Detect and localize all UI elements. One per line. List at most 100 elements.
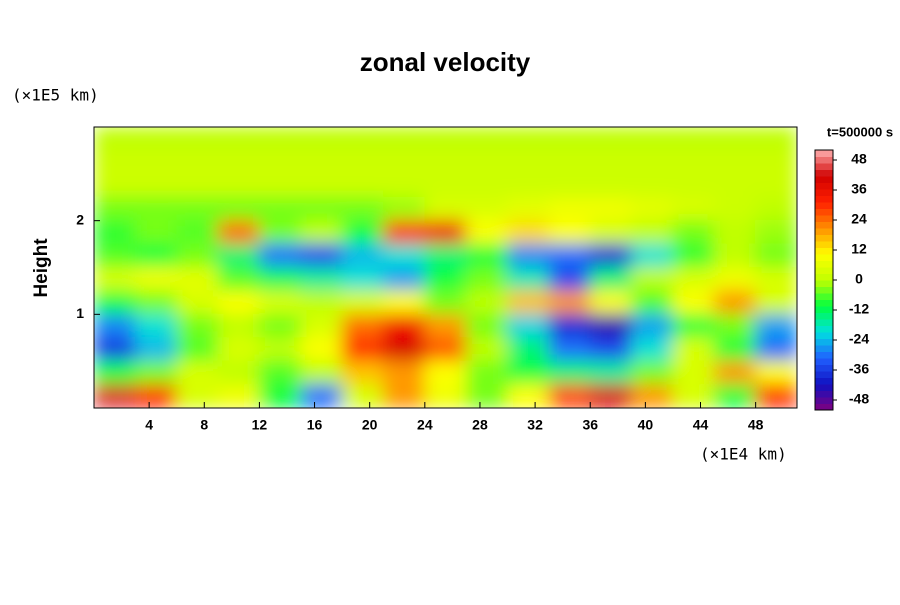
cell	[176, 220, 219, 245]
cell	[300, 196, 343, 222]
cell	[176, 196, 219, 222]
cell	[672, 337, 715, 362]
cell	[424, 290, 467, 315]
cell	[465, 220, 509, 245]
cell	[300, 173, 343, 198]
cell	[507, 173, 550, 198]
cell	[134, 243, 178, 268]
cell	[755, 267, 797, 292]
x-tick-label: 24	[417, 417, 433, 433]
cell	[507, 196, 550, 222]
cell	[465, 173, 509, 198]
cell	[548, 127, 591, 151]
cell	[589, 384, 633, 408]
cell	[424, 173, 467, 198]
colorbar-band	[815, 358, 833, 365]
colorbar-band	[815, 182, 833, 190]
cell	[382, 196, 426, 222]
cell	[134, 149, 178, 175]
cell	[382, 149, 426, 175]
cell	[382, 243, 426, 268]
cell	[341, 243, 384, 268]
cell	[94, 384, 136, 408]
x-tick-label: 20	[362, 417, 378, 433]
field-layer	[94, 127, 797, 408]
x-tick-label: 4	[145, 417, 153, 433]
plot-frame	[93, 126, 798, 409]
colorbar-band	[815, 280, 833, 287]
cell	[134, 360, 178, 386]
cell	[465, 384, 509, 408]
colorbar-band	[815, 215, 833, 222]
cell	[217, 267, 260, 292]
cell	[672, 243, 715, 268]
cell	[755, 196, 797, 222]
colorbar-band	[815, 377, 833, 385]
cell	[589, 243, 633, 268]
cell	[755, 220, 797, 245]
colorbar-band	[815, 254, 833, 261]
cell	[755, 384, 797, 408]
cell	[507, 220, 550, 245]
cell	[217, 127, 260, 151]
x-tick-label: 8	[200, 417, 208, 433]
colorbar-band	[815, 332, 833, 339]
cell	[672, 290, 715, 315]
x-tick-label: 12	[252, 417, 268, 433]
cell	[176, 337, 219, 362]
cell	[176, 149, 219, 175]
cell	[507, 290, 550, 315]
cell	[755, 313, 797, 339]
cell	[672, 267, 715, 292]
cell	[507, 313, 550, 339]
cell	[134, 127, 178, 151]
cell	[258, 290, 302, 315]
cell	[424, 149, 467, 175]
cell	[341, 196, 384, 222]
cell	[258, 127, 302, 151]
cell	[176, 290, 219, 315]
cell	[507, 149, 550, 175]
cell	[631, 196, 674, 222]
cell	[300, 384, 343, 408]
colorbar-band	[815, 403, 833, 411]
cell	[548, 196, 591, 222]
cell	[176, 243, 219, 268]
cell	[134, 290, 178, 315]
cell	[672, 149, 715, 175]
cell	[258, 149, 302, 175]
cell	[258, 220, 302, 245]
cell	[548, 337, 591, 362]
colorbar-band	[815, 319, 833, 326]
cell	[672, 173, 715, 198]
cell	[755, 360, 797, 386]
colorbar-band	[815, 364, 833, 372]
cell	[300, 313, 343, 339]
colorbar-tick-label: 36	[851, 181, 867, 197]
colorbar-tick-label: 24	[851, 211, 867, 227]
cell	[258, 337, 302, 362]
cell	[258, 360, 302, 386]
cell	[465, 360, 509, 386]
cell	[548, 267, 591, 292]
cell	[424, 360, 467, 386]
cell	[631, 337, 674, 362]
cell	[300, 290, 343, 315]
colorbar-band	[815, 241, 833, 248]
cell	[507, 360, 550, 386]
cell	[94, 267, 136, 292]
cell	[94, 313, 136, 339]
chart-title: zonal velocity	[360, 47, 531, 77]
colorbar-band	[815, 163, 833, 170]
colorbar-band	[815, 208, 833, 216]
colorbar-band	[815, 299, 833, 307]
cell	[672, 313, 715, 339]
cell	[755, 127, 797, 151]
colorbar-band	[815, 189, 833, 196]
cell	[134, 267, 178, 292]
cell	[548, 384, 591, 408]
cell	[382, 313, 426, 339]
cell	[548, 243, 591, 268]
cell	[300, 243, 343, 268]
